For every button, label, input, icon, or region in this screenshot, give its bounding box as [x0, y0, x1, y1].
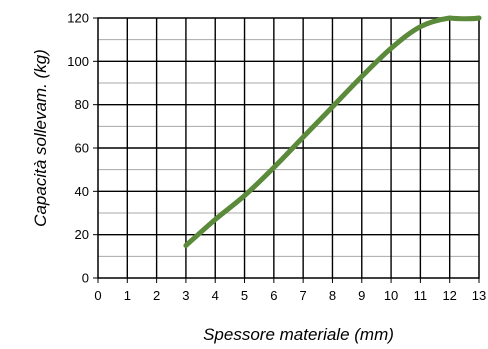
grid-major	[98, 18, 479, 278]
x-tick-label: 5	[241, 288, 248, 303]
x-axis-label: Spessore materiale (mm)	[203, 325, 394, 344]
x-tick-label: 10	[384, 288, 398, 303]
x-tick-label: 8	[329, 288, 336, 303]
y-tick-label: 100	[67, 54, 89, 69]
series-layer	[183, 15, 482, 248]
grid-minor	[98, 39, 479, 257]
y-axis-ticks: 0 20 40 60 80 100 120	[67, 11, 98, 286]
y-tick-label: 0	[82, 271, 89, 286]
x-tick-label: 9	[358, 288, 365, 303]
y-tick-label: 40	[75, 184, 89, 199]
x-tick-label: 2	[153, 288, 160, 303]
x-tick-label: 3	[182, 288, 189, 303]
x-tick-label: 11	[414, 288, 428, 303]
y-tick-label: 80	[75, 97, 89, 112]
x-tick-label: 7	[300, 288, 307, 303]
y-tick-label: 120	[67, 11, 89, 26]
y-axis-label: Capacità sollevam. (kg)	[31, 49, 50, 227]
x-tick-label: 12	[442, 288, 456, 303]
x-axis-ticks: 0 1 2 3 4 5 6 7 8 9 10 11 12 13	[94, 278, 486, 303]
x-tick-label: 6	[270, 288, 277, 303]
x-tick-label: 0	[94, 288, 101, 303]
x-tick-label: 4	[212, 288, 219, 303]
x-tick-label: 1	[124, 288, 131, 303]
y-tick-label: 60	[75, 141, 89, 156]
series-line	[183, 15, 482, 248]
y-tick-label: 20	[75, 227, 89, 242]
x-tick-label: 13	[472, 288, 486, 303]
